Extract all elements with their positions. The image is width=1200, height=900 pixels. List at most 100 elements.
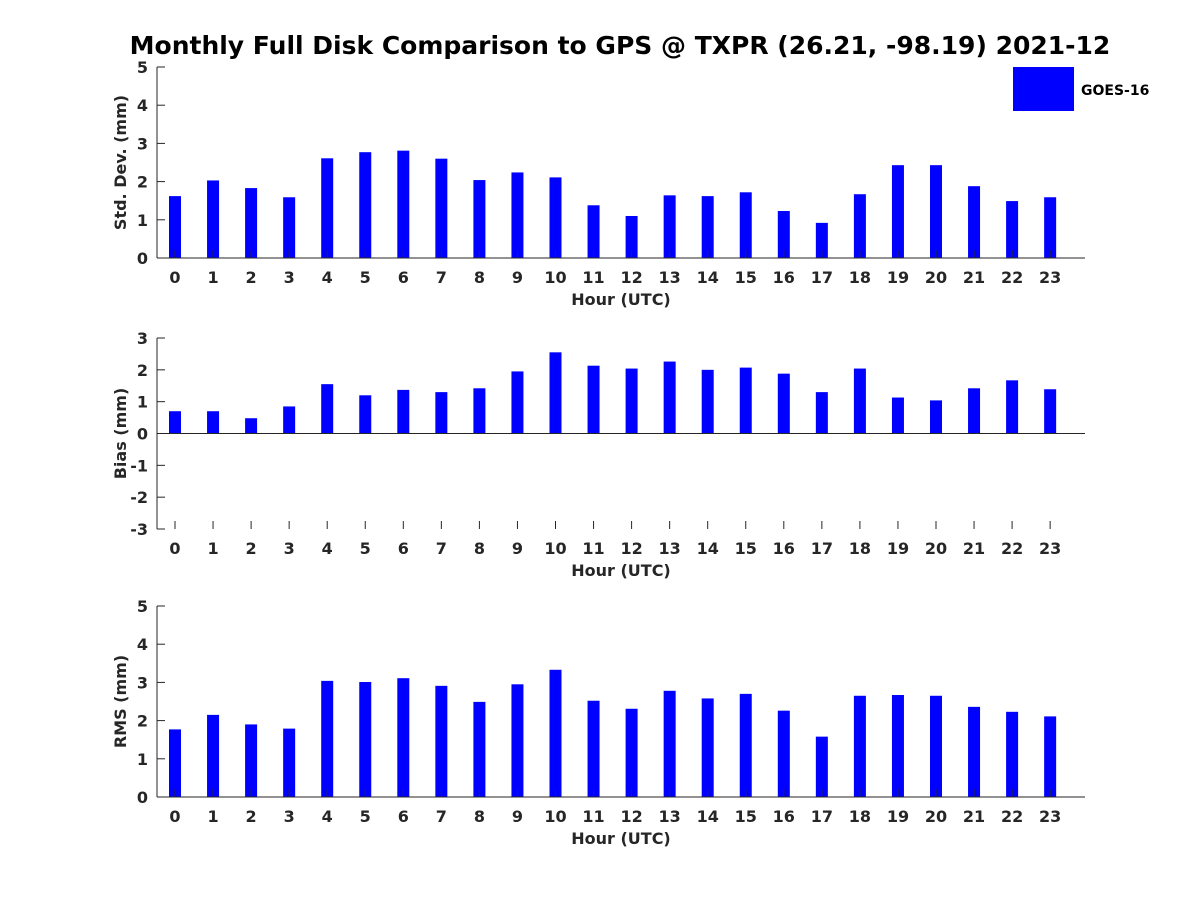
bias-xtick-label: 13: [659, 539, 681, 558]
std-dev-xtick-label: 11: [582, 268, 604, 287]
rms-bar-23: [1044, 716, 1057, 797]
bias-ylabel: Bias (mm): [111, 388, 130, 480]
std-dev-bar-22: [1006, 201, 1019, 258]
std-dev-xtick-label: 4: [322, 268, 333, 287]
rms-bar-9: [511, 684, 524, 797]
bias-ytick-label: 2: [137, 361, 148, 380]
bias-bar-18: [853, 368, 866, 434]
std-dev-xtick-label: 3: [284, 268, 295, 287]
std-dev-xtick-label: 6: [398, 268, 409, 287]
std-dev-xtick-label: 8: [474, 268, 485, 287]
bias-xtick-label: 12: [620, 539, 642, 558]
bias-xtick-label: 5: [360, 539, 371, 558]
rms-xtick-label: 3: [284, 807, 295, 826]
bias-bar-4: [321, 384, 334, 434]
rms-ytick-label: 5: [137, 597, 148, 616]
std-dev-xtick-label: 9: [512, 268, 523, 287]
std-dev-xtick-label: 10: [544, 268, 566, 287]
rms-xtick-label: 13: [659, 807, 681, 826]
std-dev-bar-7: [435, 158, 448, 258]
rms-bar-17: [815, 736, 828, 797]
bias-bar-22: [1006, 380, 1019, 434]
std-dev-bar-21: [968, 186, 981, 258]
std-dev-xtick-label: 5: [360, 268, 371, 287]
std-dev-xtick-label: 17: [811, 268, 833, 287]
rms-xtick-label: 0: [169, 807, 180, 826]
rms-bar-7: [435, 685, 448, 797]
std-dev-bar-14: [701, 196, 714, 258]
rms-bar-16: [777, 710, 790, 797]
std-dev-xtick-label: 7: [436, 268, 447, 287]
rms-xtick-label: 15: [735, 807, 757, 826]
rms-bar-8: [473, 701, 486, 797]
std-dev-bar-2: [245, 188, 258, 258]
std-dev-xtick-label: 19: [887, 268, 909, 287]
bias-xtick-label: 0: [169, 539, 180, 558]
rms-xtick-label: 9: [512, 807, 523, 826]
bias-bar-5: [359, 395, 372, 434]
std-dev-bar-16: [777, 211, 790, 258]
std-dev-ytick-label: 0: [137, 249, 148, 268]
std-dev-ytick-label: 4: [137, 96, 148, 115]
rms-xtick-label: 4: [322, 807, 333, 826]
std-dev-bar-20: [930, 165, 942, 258]
rms-xtick-label: 21: [963, 807, 985, 826]
std-dev-bar-23: [1044, 197, 1057, 258]
rms-xtick-label: 8: [474, 807, 485, 826]
rms-bar-3: [283, 728, 296, 797]
std-dev-bar-1: [207, 180, 220, 258]
legend: GOES-16: [1013, 67, 1149, 111]
bias-ytick-label: -3: [130, 520, 148, 539]
rms-bar-12: [625, 708, 638, 797]
bias-ytick-label: 0: [137, 425, 148, 444]
std-dev-bar-9: [511, 172, 524, 258]
bias-xtick-label: 7: [436, 539, 447, 558]
rms-xtick-label: 11: [582, 807, 604, 826]
rms-bar-13: [663, 690, 676, 797]
std-dev-xlabel: Hour (UTC): [571, 290, 671, 309]
std-dev-ylabel: Std. Dev. (mm): [111, 95, 130, 230]
rms-ytick-label: 3: [137, 673, 148, 692]
rms-bar-11: [587, 700, 600, 797]
std-dev-ytick-label: 1: [137, 211, 148, 230]
bias-ytick-label: 3: [137, 329, 148, 348]
rms-xtick-label: 14: [697, 807, 719, 826]
bias-xtick-label: 8: [474, 539, 485, 558]
bias-bar-1: [207, 411, 220, 434]
bias-bar-9: [511, 371, 524, 434]
std-dev-bar-3: [283, 197, 296, 258]
std-dev-bar-4: [321, 158, 334, 258]
rms-xlabel: Hour (UTC): [571, 829, 671, 848]
std-dev-xtick-label: 14: [697, 268, 719, 287]
bias-xtick-label: 16: [773, 539, 795, 558]
bias-bar-8: [473, 388, 486, 434]
rms-xtick-label: 22: [1001, 807, 1023, 826]
rms-xtick-label: 7: [436, 807, 447, 826]
bias-ytick-label: -2: [130, 488, 148, 507]
bias-xtick-label: 3: [284, 539, 295, 558]
rms-xtick-label: 1: [207, 807, 218, 826]
legend-label: GOES-16: [1081, 83, 1149, 99]
rms-bar-21: [968, 706, 981, 797]
bias-xtick-label: 22: [1001, 539, 1023, 558]
rms-xtick-label: 16: [773, 807, 795, 826]
rms-xtick-label: 18: [849, 807, 871, 826]
rms-bar-1: [207, 714, 220, 797]
rms-bar-0: [169, 729, 181, 797]
std-dev-xtick-label: 2: [246, 268, 257, 287]
rms-ytick-label: 1: [137, 750, 148, 769]
std-dev-bar-0: [169, 196, 181, 258]
std-dev-bar-19: [891, 165, 904, 258]
bias-bar-7: [435, 392, 448, 434]
std-dev-bar-13: [663, 195, 676, 258]
std-dev-xtick-label: 20: [925, 268, 947, 287]
std-dev-ytick-label: 2: [137, 173, 148, 192]
std-dev-xtick-label: 12: [620, 268, 642, 287]
rms-bar-6: [397, 678, 410, 797]
bias-bar-2: [245, 418, 258, 434]
rms-ylabel: RMS (mm): [111, 655, 130, 748]
bias-xtick-label: 14: [697, 539, 719, 558]
